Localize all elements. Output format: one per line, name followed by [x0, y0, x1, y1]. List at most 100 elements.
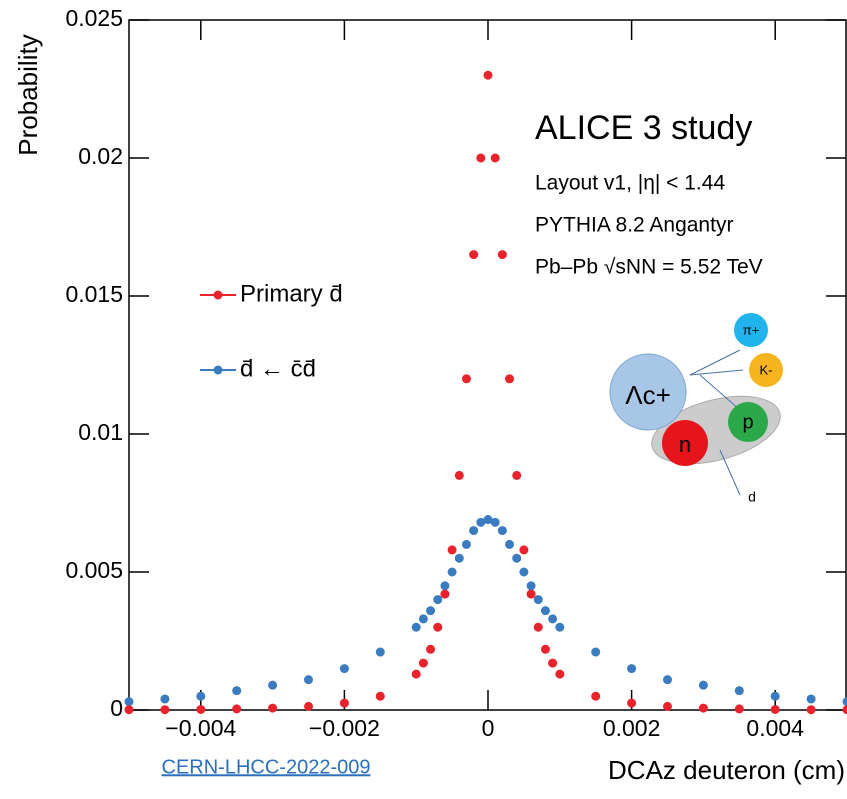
data-point [498, 526, 507, 535]
data-point [433, 623, 442, 632]
data-point [196, 705, 205, 714]
data-point [476, 154, 485, 163]
data-point [484, 71, 493, 80]
data-point [627, 664, 636, 673]
data-point [448, 545, 457, 554]
x-axis-label: DCAz deuteron (cm) [608, 755, 845, 785]
legend-label: Primary d̄ [240, 280, 343, 307]
data-point [340, 664, 349, 673]
y-tick-label: 0.005 [65, 557, 123, 583]
data-point [534, 595, 543, 604]
data-point [548, 659, 557, 668]
data-point [519, 545, 528, 554]
data-point [548, 614, 557, 623]
data-point [412, 623, 421, 632]
data-point [541, 645, 550, 654]
data-point [512, 554, 521, 563]
data-point [527, 581, 536, 590]
data-point [125, 697, 134, 706]
data-point [663, 675, 672, 684]
data-point [512, 471, 521, 480]
data-point [455, 554, 464, 563]
y-axis-label: Probability [13, 34, 43, 155]
diagram-label: Λc+ [625, 380, 671, 410]
data-point [663, 702, 672, 711]
data-point [699, 681, 708, 690]
y-tick-label: 0.01 [78, 419, 123, 445]
data-point [771, 692, 780, 701]
decay-diagram: Λc+ π+ K- p n d [610, 313, 788, 505]
data-point [735, 686, 744, 695]
data-point [843, 705, 847, 714]
data-point [519, 568, 528, 577]
data-point [433, 595, 442, 604]
y-tick-label: 0 [110, 695, 123, 721]
y-tick-label: 0.025 [65, 5, 123, 31]
data-point [440, 581, 449, 590]
data-point [807, 694, 816, 703]
data-point [232, 686, 241, 695]
data-point [505, 540, 514, 549]
data-point [419, 614, 428, 623]
data-point [469, 250, 478, 259]
data-point [541, 606, 550, 615]
data-point [304, 702, 313, 711]
data-point [491, 518, 500, 527]
data-point [771, 705, 780, 714]
x-tick-label: 0.002 [603, 715, 661, 741]
y-tick-label: 0.015 [65, 281, 123, 307]
x-tick-label: 0 [482, 715, 495, 741]
annotation: ALICE 3 study [535, 109, 752, 147]
data-point [232, 704, 241, 713]
y-tick-label: 0.02 [78, 143, 123, 169]
data-point [426, 606, 435, 615]
data-point [160, 694, 169, 703]
diagram-label: π+ [743, 322, 760, 337]
data-point [591, 692, 600, 701]
legend-marker [214, 291, 223, 300]
data-point [268, 681, 277, 690]
data-point [735, 704, 744, 713]
annotation: Pb–Pb √sNN = 5.52 TeV [535, 256, 763, 279]
diagram-label: K- [760, 362, 773, 377]
x-tick-label: −0.002 [309, 715, 380, 741]
data-point [498, 250, 507, 259]
data-point [534, 623, 543, 632]
diagram-label: d [748, 489, 756, 505]
data-point [555, 670, 564, 679]
data-point [304, 675, 313, 684]
data-point [376, 648, 385, 657]
data-point [455, 471, 464, 480]
data-point [505, 374, 514, 383]
legend-label: d̄ ← c̄d̄ [240, 355, 316, 382]
data-point [196, 692, 205, 701]
data-point [699, 704, 708, 713]
data-point [419, 659, 428, 668]
data-point [527, 590, 536, 599]
data-point [426, 645, 435, 654]
data-point [627, 699, 636, 708]
data-point [268, 704, 277, 713]
x-tick-label: −0.004 [165, 715, 236, 741]
data-point [376, 692, 385, 701]
data-point [448, 568, 457, 577]
diagram-label: p [742, 411, 753, 433]
annotation: Layout v1, |η| < 1.44 [535, 172, 725, 195]
data-point [491, 154, 500, 163]
data-point [591, 648, 600, 657]
data-point [412, 670, 421, 679]
data-point [160, 705, 169, 714]
data-point [807, 705, 816, 714]
data-point [555, 623, 564, 632]
diagram-label: n [679, 432, 691, 457]
data-point [125, 705, 134, 714]
data-point [340, 699, 349, 708]
reference-link[interactable]: CERN-LHCC-2022-009 [162, 756, 371, 778]
legend-marker [214, 366, 223, 375]
data-point [462, 374, 471, 383]
x-tick-label: 0.004 [746, 715, 804, 741]
data-point [843, 697, 847, 706]
data-point [462, 540, 471, 549]
